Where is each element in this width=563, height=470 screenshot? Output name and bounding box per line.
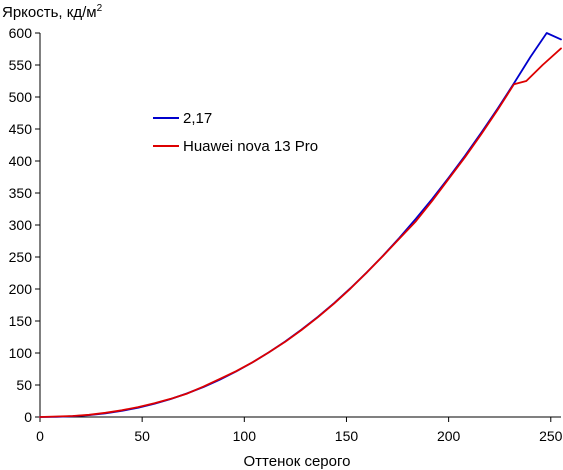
y-tick-label: 250: [9, 249, 33, 265]
y-tick-label: 550: [9, 57, 33, 73]
y-tick-label: 50: [16, 377, 32, 393]
x-tick-label: 50: [134, 428, 150, 444]
series-layer: [39, 32, 562, 418]
x-axis-ticks: 0 50 100 150 200 250: [36, 417, 563, 444]
x-tick-label: 150: [335, 428, 359, 444]
y-axis-title: Яркость, кд/м2: [2, 3, 103, 21]
y-axis-ticks: 0 50 100 150 200 250 300 350 400 450 500 550 600: [9, 25, 40, 425]
x-tick-label: 200: [437, 428, 461, 444]
legend: 2,17 Huawei nova 13 Pro: [153, 110, 318, 155]
y-tick-label: 450: [9, 121, 33, 137]
series-line-reference-gamma: [39, 32, 562, 418]
series-line-measured: [39, 47, 562, 418]
y-tick-label: 400: [9, 153, 33, 169]
legend-label: Huawei nova 13 Pro: [183, 138, 318, 155]
plot-area: [39, 33, 561, 418]
y-tick-label: 600: [9, 25, 33, 41]
y-tick-label: 0: [24, 409, 32, 425]
y-tick-label: 150: [9, 313, 33, 329]
y-tick-label: 100: [9, 345, 33, 361]
x-axis-title: Оттенок серого: [244, 453, 351, 470]
x-tick-label: 250: [539, 428, 563, 444]
y-tick-label: 200: [9, 281, 33, 297]
y-tick-label: 350: [9, 185, 33, 201]
x-tick-label: 100: [233, 428, 257, 444]
y-axis-title-superscript: 2: [97, 3, 103, 14]
y-axis-title-text: Яркость, кд/м: [2, 4, 97, 21]
y-tick-label: 500: [9, 89, 33, 105]
y-tick-label: 300: [9, 217, 33, 233]
legend-label: 2,17: [183, 110, 212, 127]
x-tick-label: 0: [36, 428, 44, 444]
